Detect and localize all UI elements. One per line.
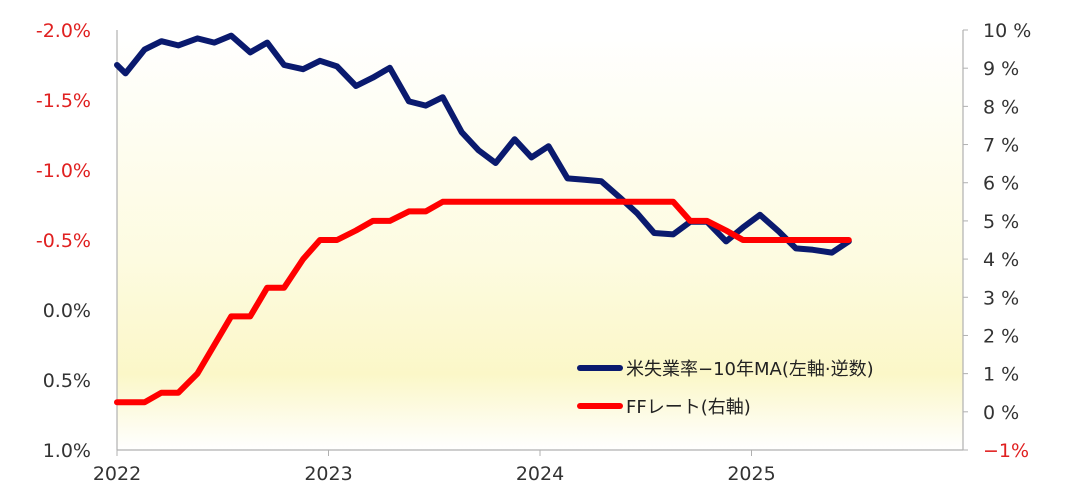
- right-tick-label: −1%: [983, 440, 1029, 462]
- x-tick-label: 2024: [516, 463, 564, 485]
- left-tick-label: -0.5%: [36, 230, 91, 252]
- x-tick-label: 2025: [727, 463, 775, 485]
- x-tick-label: 2022: [93, 463, 141, 485]
- x-tick-label: 2023: [304, 463, 352, 485]
- right-tick-label: 7 %: [983, 135, 1019, 157]
- left-tick-label: 0.0%: [43, 300, 91, 322]
- right-tick-label: 0 %: [983, 402, 1019, 424]
- right-tick-label: 5 %: [983, 211, 1019, 233]
- right-tick-label: 1 %: [983, 364, 1019, 386]
- right-tick-label: 9 %: [983, 58, 1019, 80]
- right-tick-label: 3 %: [983, 287, 1019, 309]
- left-tick-label: -1.0%: [36, 160, 91, 182]
- axes: -2.0% -1.5% -1.0% -0.5% 0.0% 0.5% 1.0% 10 % 9 % 8…: [36, 20, 1031, 485]
- legend-label: FFレート(右軸): [626, 397, 751, 418]
- right-tick-label: 8 %: [983, 96, 1019, 118]
- left-tick-label: 1.0%: [43, 440, 91, 462]
- right-tick-label: 4 %: [983, 249, 1019, 271]
- ff-rate-line: [114, 198, 852, 406]
- right-tick-label: 10 %: [983, 20, 1031, 42]
- left-tick-label: -2.0%: [36, 20, 91, 42]
- unemployment-gap-line: [114, 32, 852, 256]
- left-tick-label: 0.5%: [43, 370, 91, 392]
- legend: 米失業率−10年MA(左軸·逆数) FFレート(右軸): [577, 359, 874, 418]
- left-tick-label: -1.5%: [36, 90, 91, 112]
- right-tick-label: 6 %: [983, 173, 1019, 195]
- legend-label: 米失業率−10年MA(左軸·逆数): [626, 359, 874, 380]
- series-lines: [114, 32, 852, 406]
- right-tick-label: 2 %: [983, 325, 1019, 347]
